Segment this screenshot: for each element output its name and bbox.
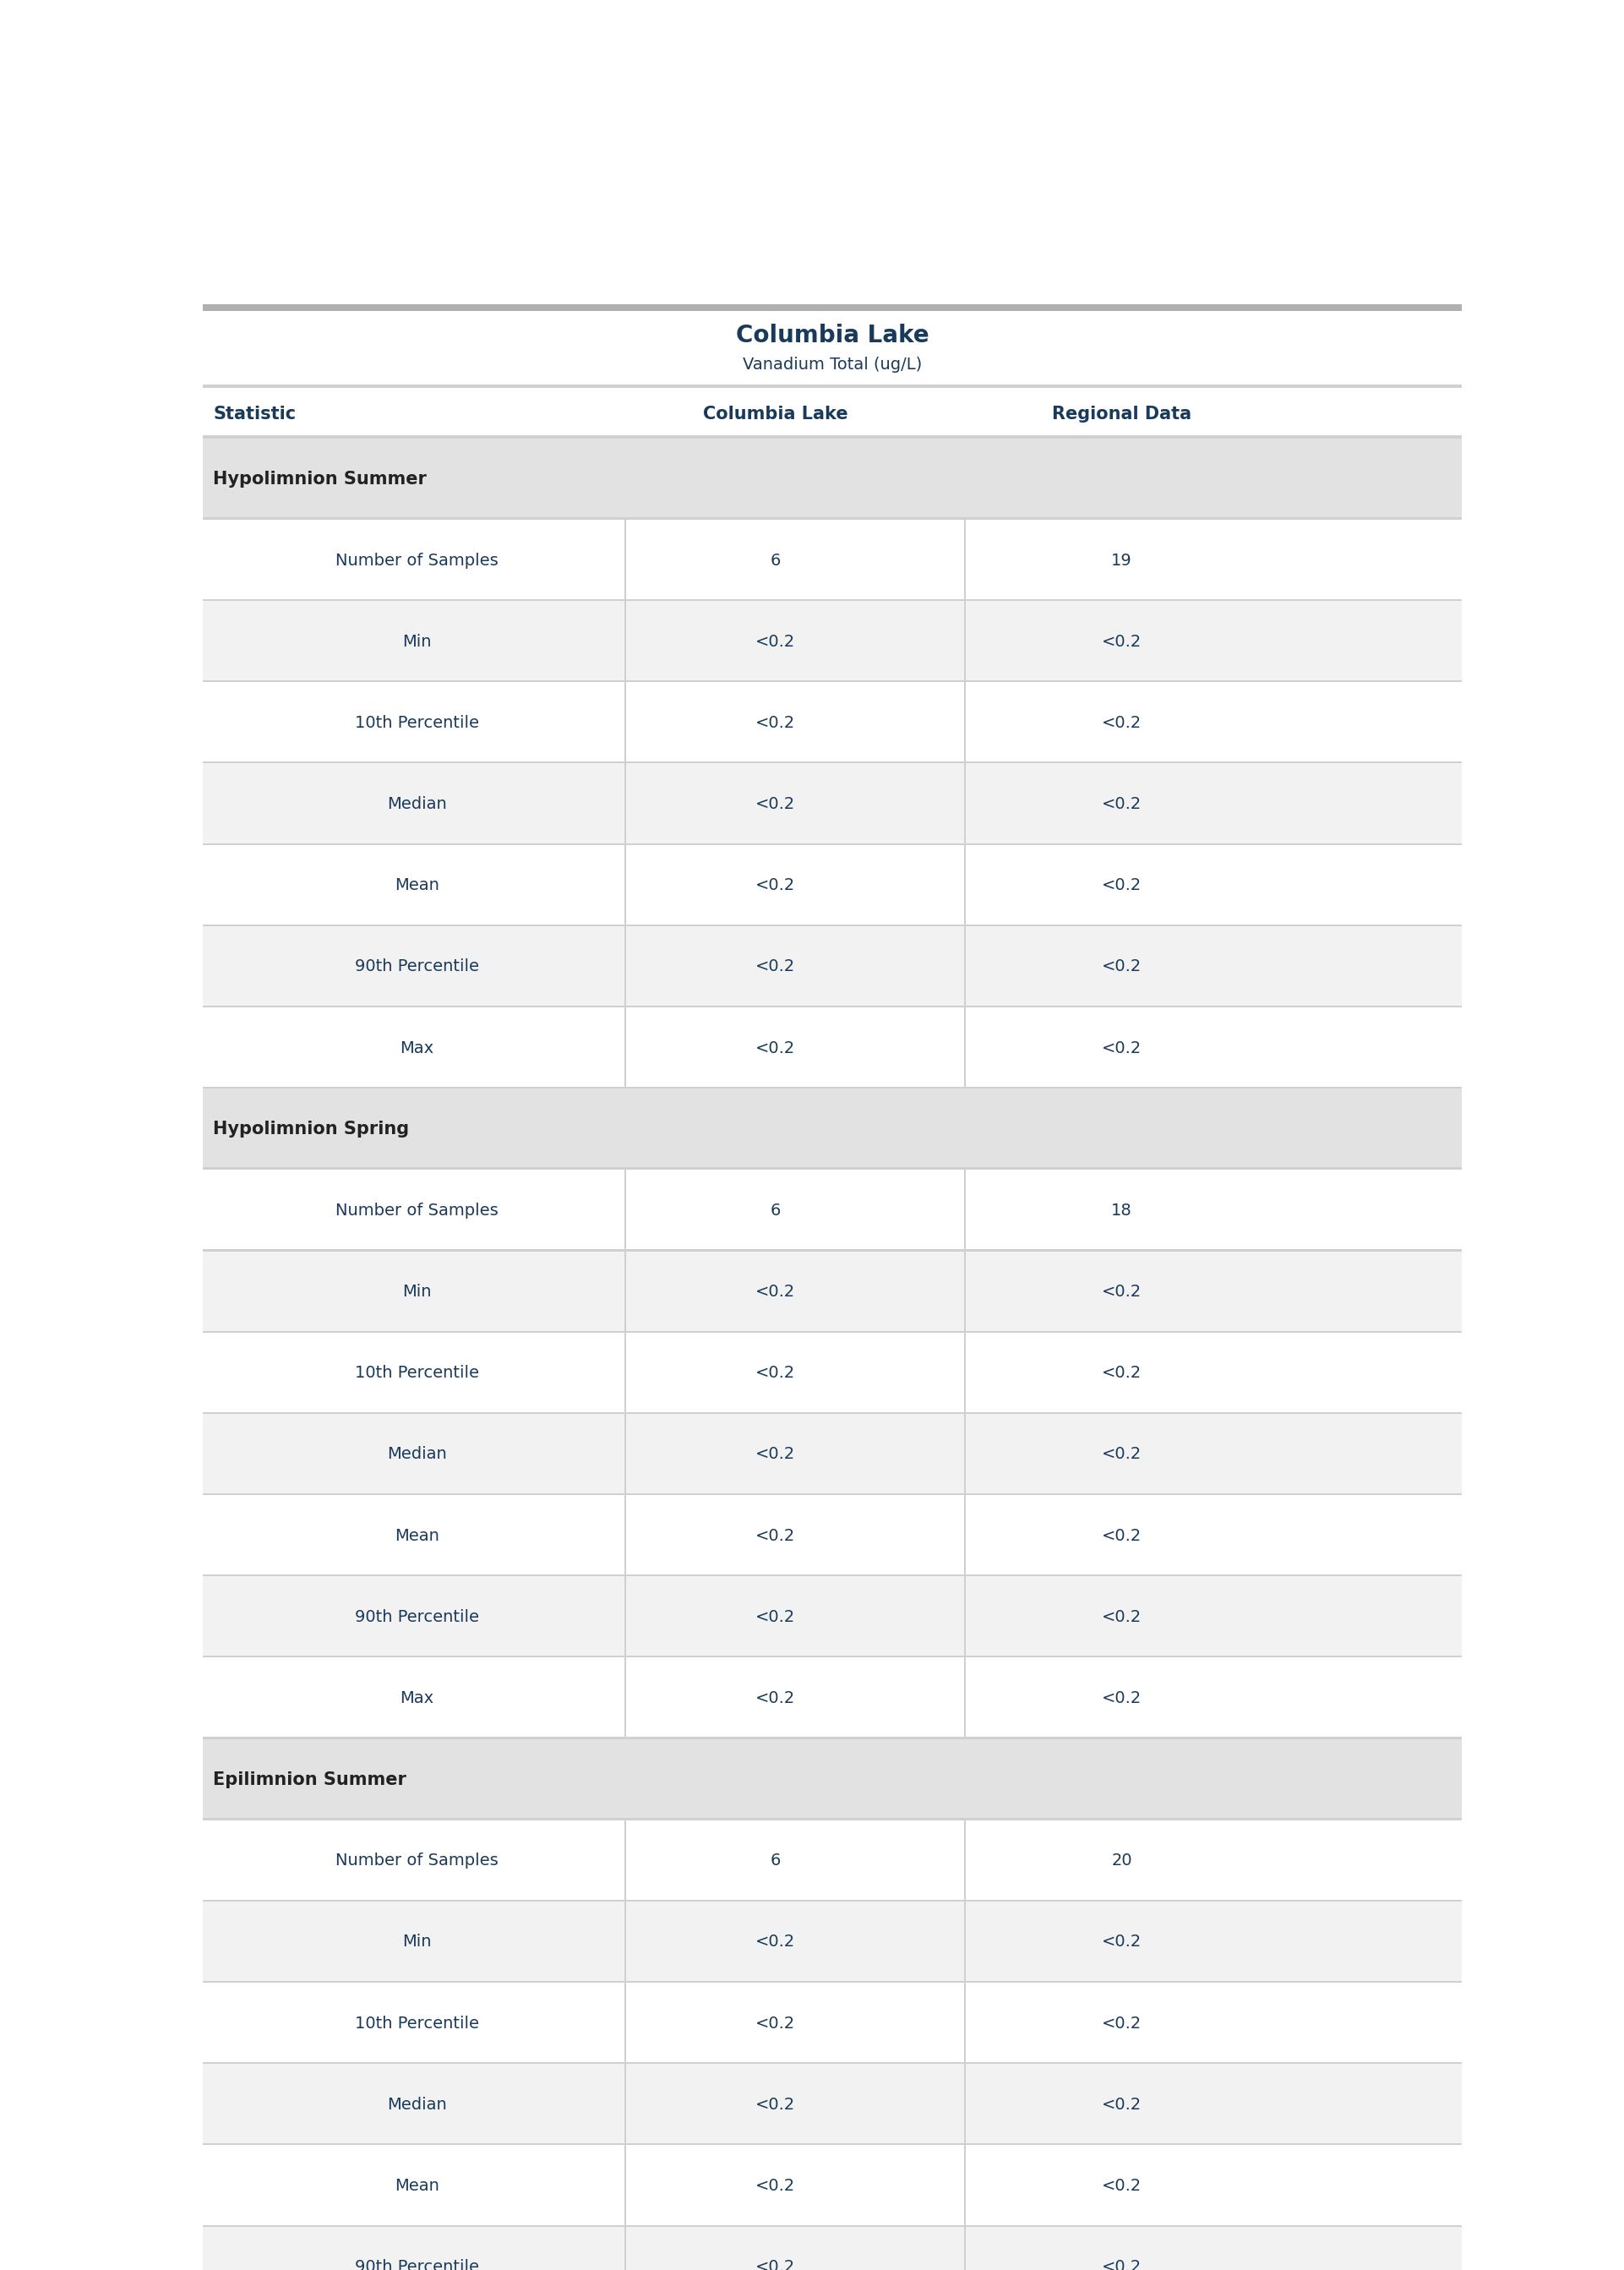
- Text: Median: Median: [387, 797, 447, 813]
- Text: 6: 6: [770, 552, 781, 568]
- Bar: [203, 304, 1462, 311]
- Text: <0.2: <0.2: [755, 958, 796, 974]
- Text: Mean: Mean: [395, 2177, 440, 2193]
- Text: <0.2: <0.2: [1101, 1691, 1142, 1707]
- Text: <0.2: <0.2: [755, 2259, 796, 2270]
- Text: <0.2: <0.2: [1101, 633, 1142, 649]
- Text: <0.2: <0.2: [1101, 715, 1142, 731]
- Text: <0.2: <0.2: [1101, 878, 1142, 894]
- Text: Epilimnion Summer: Epilimnion Summer: [213, 1771, 406, 1789]
- Text: Number of Samples: Number of Samples: [336, 1203, 499, 1219]
- Text: 10th Percentile: 10th Percentile: [356, 715, 479, 731]
- Text: <0.2: <0.2: [755, 797, 796, 813]
- Text: <0.2: <0.2: [1101, 1040, 1142, 1056]
- Text: <0.2: <0.2: [755, 2016, 796, 2032]
- Text: Mean: Mean: [395, 1528, 440, 1544]
- Bar: [203, 1251, 1462, 1332]
- Bar: [203, 2145, 1462, 2227]
- Text: <0.2: <0.2: [1101, 1446, 1142, 1462]
- Bar: [203, 518, 1462, 520]
- Text: <0.2: <0.2: [1101, 1934, 1142, 1950]
- Bar: [203, 1902, 1462, 1982]
- Bar: [203, 763, 1462, 844]
- Bar: [203, 2063, 1462, 2145]
- Text: 19: 19: [1111, 552, 1132, 568]
- Bar: [203, 436, 1462, 438]
- Bar: [203, 1414, 1462, 1496]
- Text: Hypolimnion Spring: Hypolimnion Spring: [213, 1121, 409, 1137]
- Bar: [203, 1332, 1462, 1414]
- Text: Columbia Lake: Columbia Lake: [703, 406, 848, 422]
- Bar: [203, 1818, 1462, 1821]
- Text: 10th Percentile: 10th Percentile: [356, 1364, 479, 1380]
- Bar: [203, 1008, 1462, 1090]
- Text: Columbia Lake: Columbia Lake: [736, 325, 929, 347]
- Text: <0.2: <0.2: [755, 633, 796, 649]
- Text: 6: 6: [770, 1852, 781, 1868]
- Bar: [203, 602, 1462, 683]
- Text: Regional Data: Regional Data: [1052, 406, 1192, 422]
- Text: 10th Percentile: 10th Percentile: [356, 2016, 479, 2032]
- Text: <0.2: <0.2: [755, 1691, 796, 1707]
- Text: <0.2: <0.2: [1101, 1364, 1142, 1380]
- Bar: [203, 384, 1462, 388]
- Text: Min: Min: [403, 1934, 432, 1950]
- Bar: [203, 683, 1462, 763]
- Bar: [203, 1657, 1462, 1739]
- Text: 90th Percentile: 90th Percentile: [356, 1609, 479, 1625]
- Text: Mean: Mean: [395, 878, 440, 894]
- Text: <0.2: <0.2: [755, 715, 796, 731]
- Text: <0.2: <0.2: [755, 1934, 796, 1950]
- Text: Max: Max: [400, 1040, 434, 1056]
- Bar: [203, 926, 1462, 1008]
- Text: 6: 6: [770, 1203, 781, 1219]
- Bar: [203, 1575, 1462, 1657]
- Text: <0.2: <0.2: [755, 1040, 796, 1056]
- Text: Min: Min: [403, 1285, 432, 1301]
- Text: <0.2: <0.2: [1101, 2177, 1142, 2193]
- Text: <0.2: <0.2: [1101, 1609, 1142, 1625]
- Text: <0.2: <0.2: [1101, 958, 1142, 974]
- Text: Number of Samples: Number of Samples: [336, 552, 499, 568]
- Bar: [203, 1167, 1462, 1169]
- Text: Statistic: Statistic: [213, 406, 296, 422]
- Bar: [203, 520, 1462, 602]
- Text: <0.2: <0.2: [755, 1285, 796, 1301]
- Text: 18: 18: [1111, 1203, 1132, 1219]
- Bar: [203, 1090, 1462, 1169]
- Text: Vanadium Total (ug/L): Vanadium Total (ug/L): [742, 356, 922, 372]
- Text: <0.2: <0.2: [755, 1609, 796, 1625]
- Bar: [203, 2227, 1462, 2270]
- Text: Number of Samples: Number of Samples: [336, 1852, 499, 1868]
- Bar: [203, 1821, 1462, 1902]
- Text: Max: Max: [400, 1691, 434, 1707]
- Bar: [203, 1982, 1462, 2063]
- Text: <0.2: <0.2: [1101, 2259, 1142, 2270]
- Text: <0.2: <0.2: [755, 1364, 796, 1380]
- Text: <0.2: <0.2: [755, 878, 796, 894]
- Text: <0.2: <0.2: [755, 2177, 796, 2193]
- Text: 20: 20: [1111, 1852, 1132, 1868]
- Text: <0.2: <0.2: [1101, 797, 1142, 813]
- Text: <0.2: <0.2: [755, 2097, 796, 2113]
- Text: <0.2: <0.2: [1101, 1528, 1142, 1544]
- Text: Hypolimnion Summer: Hypolimnion Summer: [213, 470, 427, 488]
- Bar: [203, 388, 1462, 438]
- Text: Median: Median: [387, 2097, 447, 2113]
- Bar: [203, 1739, 1462, 1821]
- Text: 90th Percentile: 90th Percentile: [356, 958, 479, 974]
- Bar: [203, 438, 1462, 520]
- Text: <0.2: <0.2: [755, 1446, 796, 1462]
- Bar: [203, 844, 1462, 926]
- Text: Min: Min: [403, 633, 432, 649]
- Text: 90th Percentile: 90th Percentile: [356, 2259, 479, 2270]
- Bar: [203, 1169, 1462, 1251]
- Text: <0.2: <0.2: [1101, 1285, 1142, 1301]
- Text: <0.2: <0.2: [1101, 2097, 1142, 2113]
- Text: <0.2: <0.2: [755, 1528, 796, 1544]
- Text: <0.2: <0.2: [1101, 2016, 1142, 2032]
- Bar: [203, 1496, 1462, 1575]
- Text: Median: Median: [387, 1446, 447, 1462]
